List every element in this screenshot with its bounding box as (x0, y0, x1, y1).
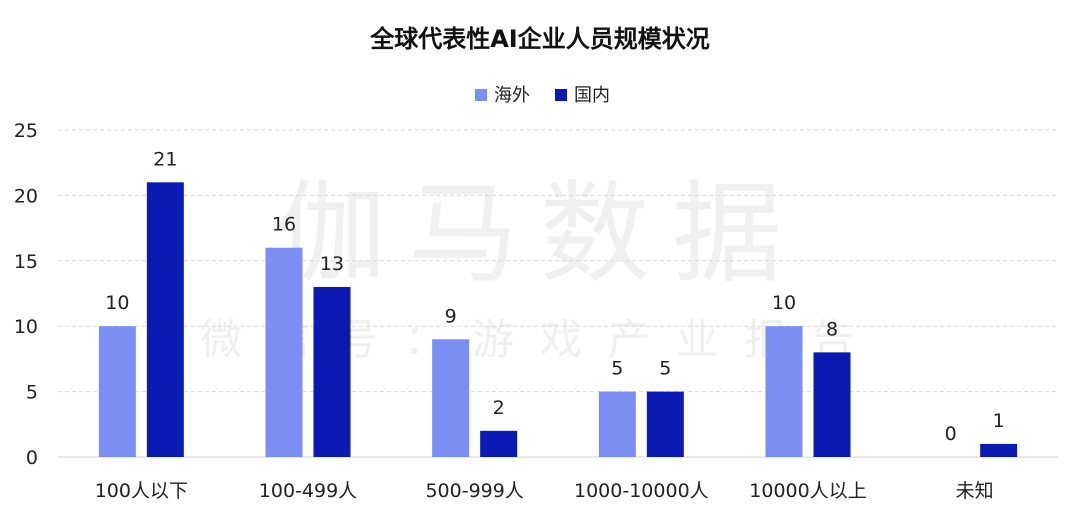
bar (313, 286, 351, 457)
data-labels: 10 21 16 13 9 2 5 5 10 8 0 1 (105, 148, 1004, 445)
data-label: 13 (320, 253, 344, 275)
bar (480, 430, 518, 457)
bars (98, 182, 1018, 457)
y-tick-label: 20 (14, 185, 38, 207)
x-tick-label: 100人以下 (95, 480, 188, 502)
watermark-sub: 微信号：游戏产业报告 (200, 315, 880, 364)
data-label: 0 (945, 423, 957, 445)
data-label: 2 (493, 397, 505, 419)
y-tick-label: 25 (14, 120, 38, 142)
y-tick-label: 0 (26, 447, 38, 469)
watermark: 伽马数据 微信号：游戏产业报告 (200, 170, 880, 364)
bar (813, 352, 851, 457)
legend-swatch (475, 89, 487, 101)
bar (432, 339, 470, 457)
x-tick-label: 1000-10000人 (574, 480, 709, 502)
legend: 海外 国内 (475, 85, 610, 106)
y-tick-label: 5 (26, 382, 38, 404)
data-label: 16 (272, 214, 296, 236)
data-label: 1 (993, 410, 1005, 432)
y-tick-label: 10 (14, 316, 38, 338)
data-label: 10 (772, 292, 796, 314)
bar (598, 391, 636, 457)
bar (98, 326, 136, 457)
bar (265, 247, 303, 457)
x-tick-label: 未知 (956, 480, 994, 502)
x-tick-label: 100-499人 (259, 480, 357, 502)
bar (765, 326, 803, 457)
data-label: 5 (659, 358, 671, 380)
bar (980, 443, 1018, 457)
bar (646, 391, 684, 457)
gridlines (58, 129, 1058, 458)
data-label: 10 (105, 292, 129, 314)
y-tick-label: 15 (14, 251, 38, 273)
y-axis: 0 5 10 15 20 25 (14, 120, 38, 469)
data-label: 5 (611, 358, 623, 380)
x-axis: 100人以下 100-499人 500-999人 1000-10000人 10000人以… (95, 480, 994, 502)
data-label: 21 (153, 148, 177, 170)
x-tick-label: 500-999人 (425, 480, 523, 502)
legend-label: 国内 (574, 85, 610, 106)
legend-swatch (555, 89, 567, 101)
watermark-main: 伽马数据 (276, 170, 804, 298)
legend-label: 海外 (494, 85, 530, 106)
bar (146, 182, 184, 457)
data-label: 9 (445, 305, 457, 327)
x-tick-label: 10000人以上 (749, 480, 866, 502)
data-label: 8 (826, 318, 838, 340)
chart-title: 全球代表性AI企业人员规模状况 (369, 25, 710, 53)
